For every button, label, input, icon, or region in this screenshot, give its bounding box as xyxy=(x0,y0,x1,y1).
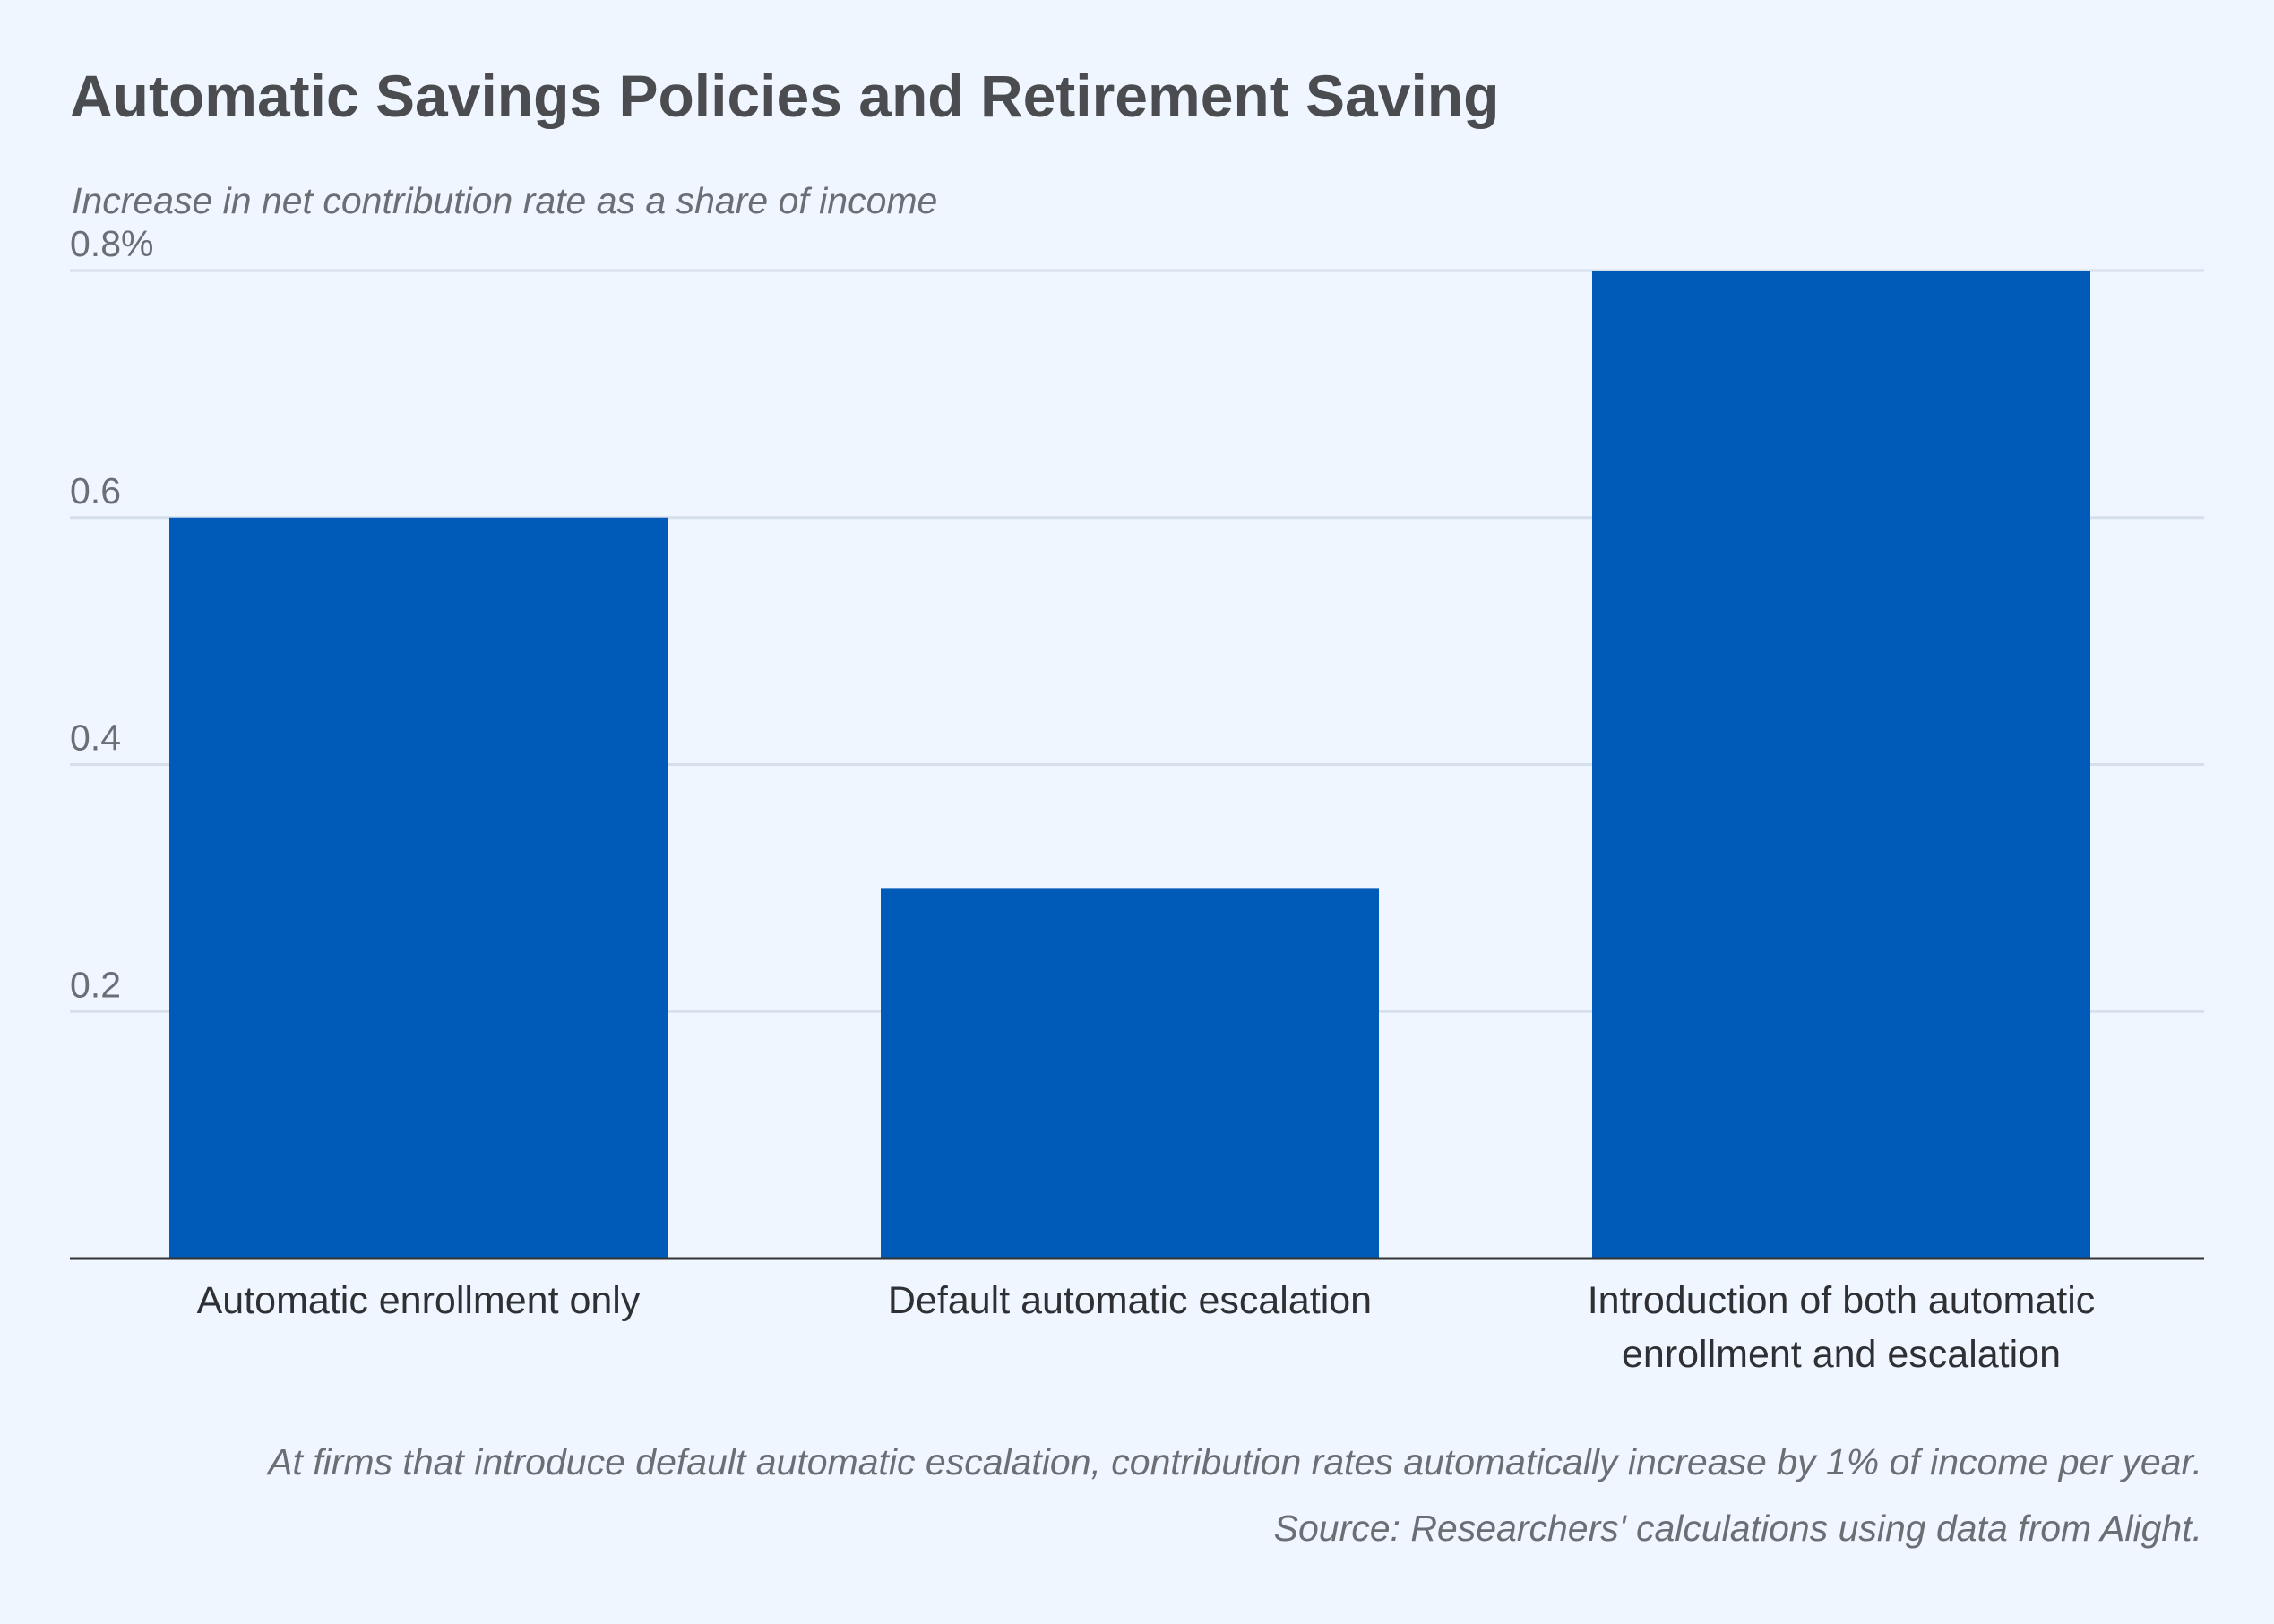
chart-subtitle: Increase in net contribution rate as a s… xyxy=(72,180,937,221)
x-axis-categories: Automatic enrollment only Default automat… xyxy=(197,1279,2096,1376)
x-category-label: Automatic enrollment only xyxy=(197,1279,641,1322)
x-category-label: Default automatic escalation xyxy=(888,1279,1372,1322)
bar xyxy=(1592,271,2090,1259)
y-tick-label: 0.6 xyxy=(70,470,121,511)
chart-title: Automatic Savings Policies and Retiremen… xyxy=(70,63,1499,129)
x-category-label: enrollment and escalation xyxy=(1622,1333,2061,1376)
y-tick-label: 0.4 xyxy=(70,717,121,759)
chart-note: At firms that introduce default automati… xyxy=(265,1441,2202,1482)
y-axis-ticks: 0.2 0.4 0.6 0.8% xyxy=(70,223,153,1005)
y-tick-label: 0.2 xyxy=(70,964,121,1005)
bar xyxy=(881,888,1379,1259)
chart-source: Source: Researchers' calculations using … xyxy=(1274,1508,2202,1549)
bar xyxy=(169,518,668,1259)
x-category-label: Introduction of both automatic xyxy=(1588,1279,2096,1322)
y-tick-label: 0.8% xyxy=(70,223,153,264)
